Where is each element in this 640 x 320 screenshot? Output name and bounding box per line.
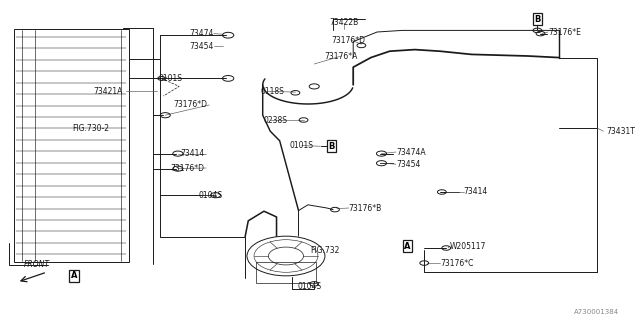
Text: 73176*C: 73176*C xyxy=(440,259,474,268)
Text: 73176*D: 73176*D xyxy=(173,100,207,109)
Text: 73454: 73454 xyxy=(396,160,420,169)
Text: 73474: 73474 xyxy=(189,29,214,38)
Text: 73422B: 73422B xyxy=(330,18,359,27)
Text: 73176*D: 73176*D xyxy=(332,36,366,44)
Text: 73176*A: 73176*A xyxy=(324,52,358,60)
Text: 0101S: 0101S xyxy=(290,141,314,150)
Text: W205117: W205117 xyxy=(449,242,486,251)
Text: 0101S: 0101S xyxy=(158,74,182,83)
Text: B: B xyxy=(328,142,334,151)
Text: FIG.730-2: FIG.730-2 xyxy=(72,124,109,132)
Text: 73176*D: 73176*D xyxy=(170,164,204,172)
Bar xyxy=(256,262,316,283)
Text: A: A xyxy=(404,242,410,251)
Text: 73421A: 73421A xyxy=(93,87,122,96)
Text: 0238S: 0238S xyxy=(264,116,288,124)
Text: 73176*B: 73176*B xyxy=(349,204,382,212)
Text: 73474A: 73474A xyxy=(396,148,426,156)
Text: 73414: 73414 xyxy=(180,149,204,158)
Text: FRONT: FRONT xyxy=(24,260,49,269)
Text: 0118S: 0118S xyxy=(260,87,284,96)
Text: B: B xyxy=(534,15,541,24)
Bar xyxy=(14,29,129,262)
Text: 73414: 73414 xyxy=(464,188,488,196)
Text: A730001384: A730001384 xyxy=(574,309,619,315)
Text: 73454: 73454 xyxy=(189,42,214,51)
Text: 73176*E: 73176*E xyxy=(548,28,581,36)
Text: 73431T: 73431T xyxy=(607,127,636,136)
Text: 0104S: 0104S xyxy=(199,191,223,200)
Text: A: A xyxy=(71,271,77,280)
Text: 0104S: 0104S xyxy=(297,282,321,291)
Text: FIG.732: FIG.732 xyxy=(310,246,339,255)
